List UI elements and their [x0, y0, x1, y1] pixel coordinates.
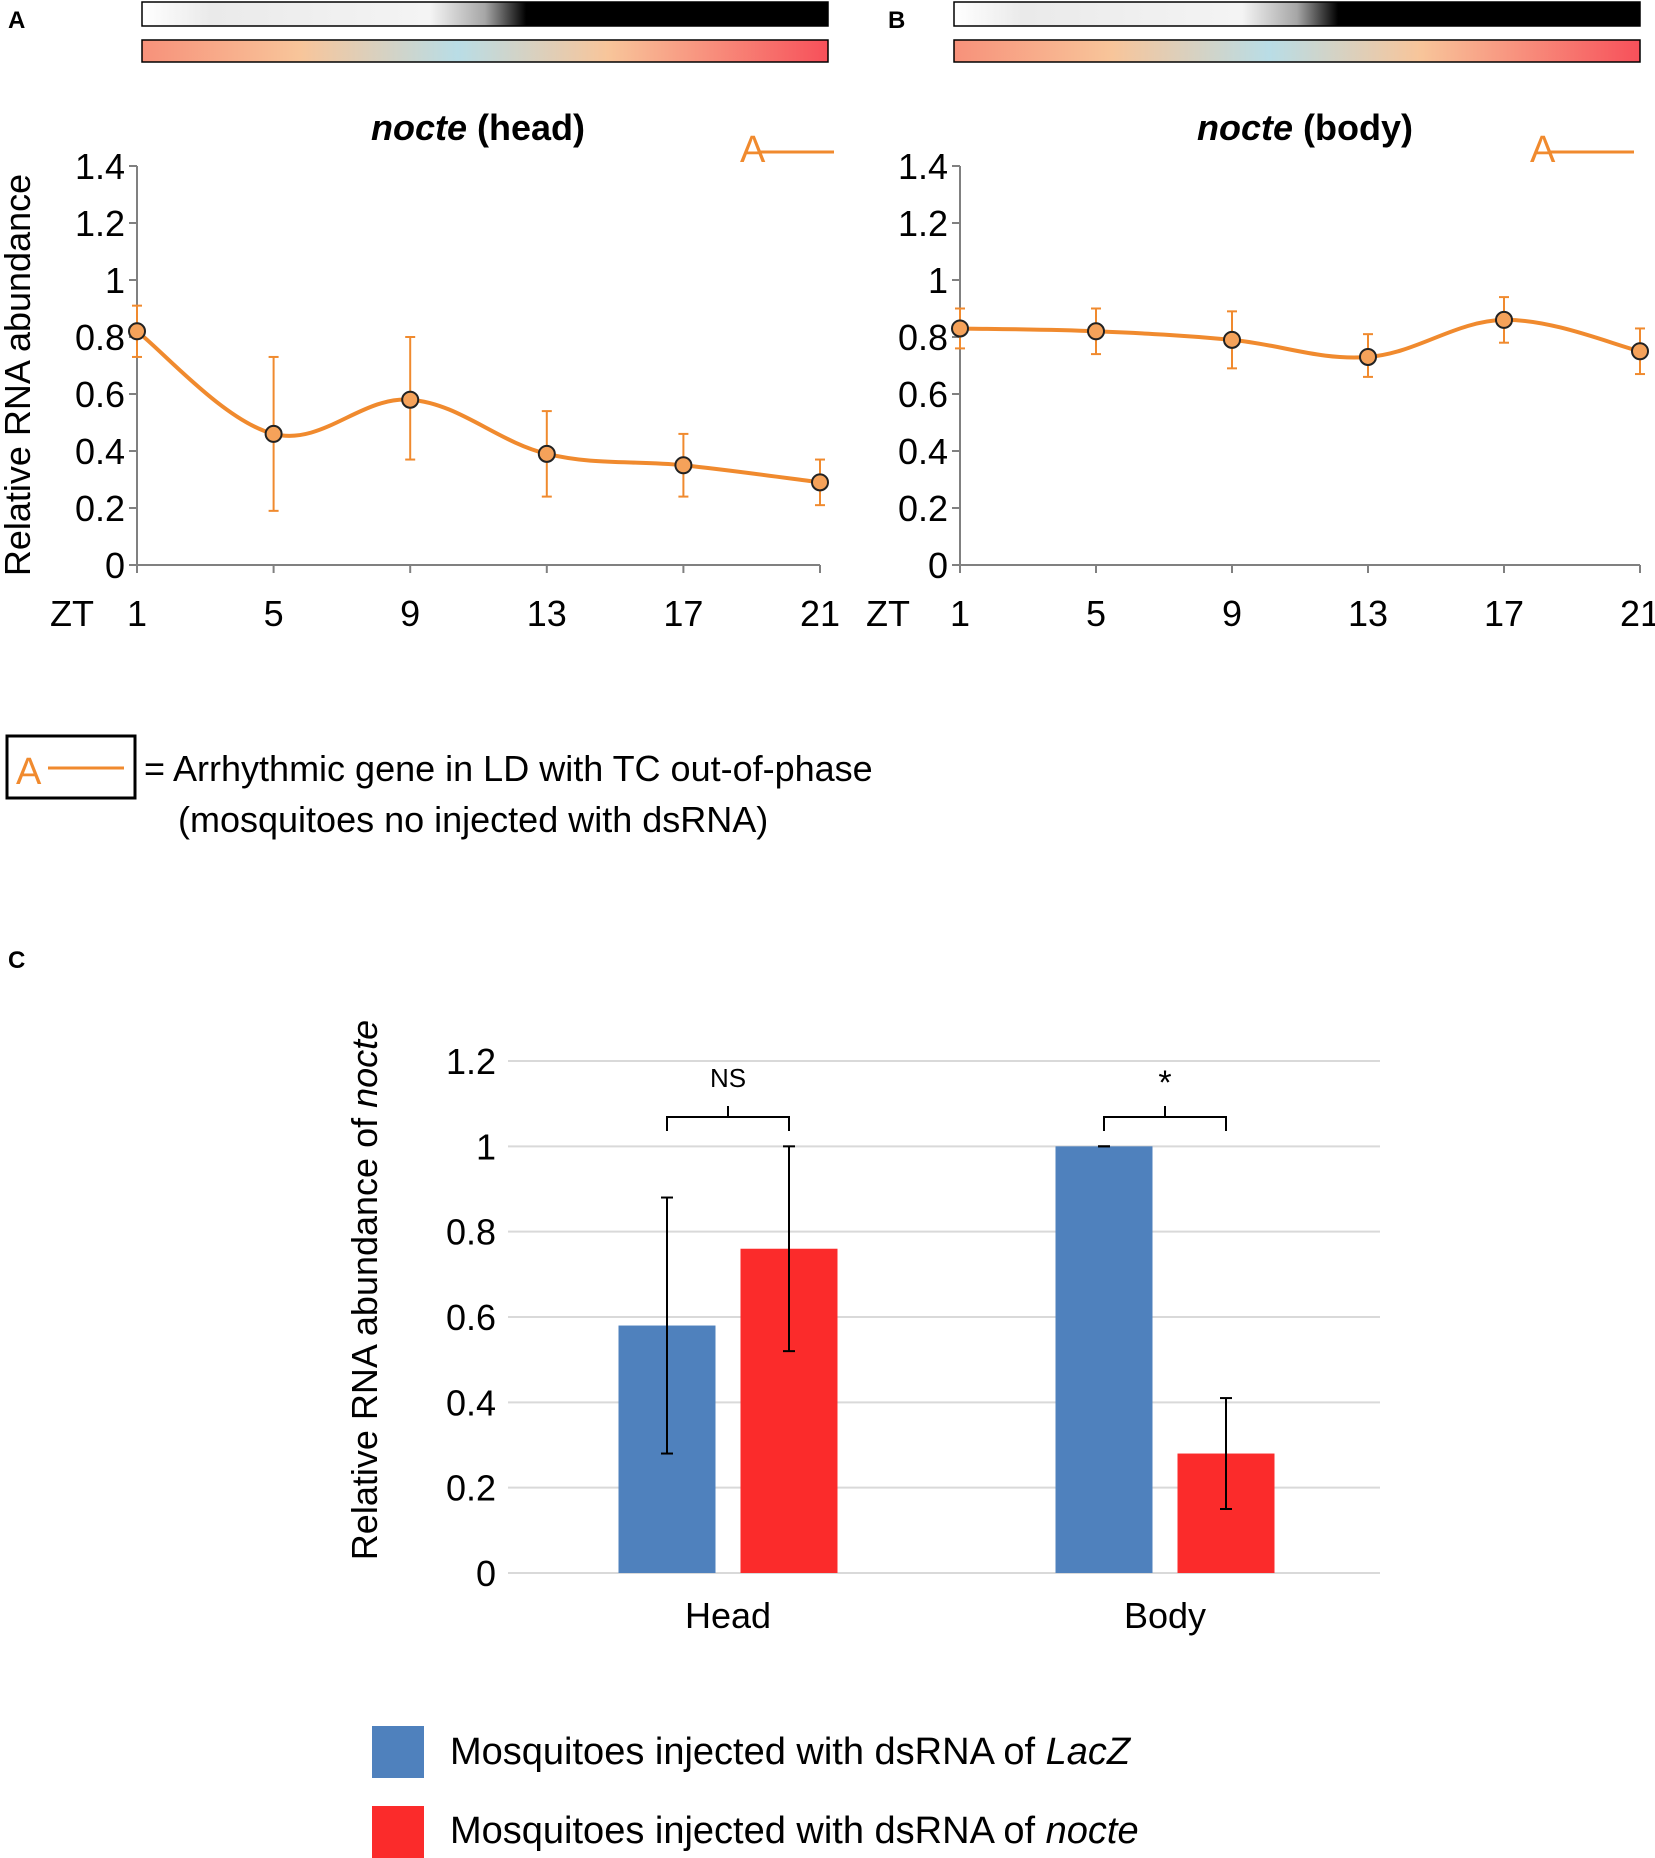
y-tick-label-body: 0.2 [898, 488, 948, 529]
chart-title-head: nocte (head) [371, 107, 585, 148]
x-tick-label-body: 5 [1086, 593, 1106, 634]
series-line-head [135, 329, 821, 485]
x-tick-label-head: 17 [663, 593, 703, 634]
significance-bracket-head [666, 1106, 790, 1131]
legend-knockdown: Mosquitoes injected with dsRNA of LacZ M… [372, 1726, 1139, 1858]
y-tick-label-body: 0 [928, 545, 948, 586]
line-chart-body: nocte (body) A ZT 0 0.2 0.4 0.6 0.8 1 1.2 1.4 1 5… [866, 107, 1655, 634]
y-tick-label-head: 0.6 [75, 374, 125, 415]
light-dark-bar-a [141, 1, 829, 27]
data-point-body [1087, 322, 1105, 341]
data-point-body [1631, 342, 1649, 361]
data-point-head [264, 424, 283, 443]
data-point-body [1223, 330, 1241, 349]
legend-label-nocte: Mosquitoes injected with dsRNA of nocte [450, 1810, 1139, 1852]
y-tick-label-knockdown: 0.2 [446, 1468, 496, 1509]
panel-label-c: C [8, 947, 25, 974]
legend-swatch-lacz [372, 1726, 424, 1778]
line-chart-head: nocte (head) A Relative RNA abundance ZT… [0, 107, 840, 634]
significance-label-head: NS [710, 1063, 746, 1093]
y-tick-label-head: 0.2 [75, 488, 125, 529]
data-point-head [811, 473, 829, 492]
chart-title-body: nocte (body) [1197, 107, 1413, 148]
series-line-body [959, 317, 1641, 360]
x-axis-prefix-body: ZT [866, 593, 910, 634]
y-tick-label-body: 1.2 [898, 203, 948, 244]
y-tick-label-knockdown: 0.6 [446, 1297, 496, 1338]
legend-arrhythmic-box [5, 734, 137, 800]
y-tick-label-body: 1 [928, 260, 948, 301]
panel-label-a: A [8, 7, 25, 34]
y-tick-label-knockdown: 0 [476, 1553, 496, 1594]
y-tick-label-body: 0.8 [898, 317, 948, 358]
x-tick-label-head: 9 [400, 593, 420, 634]
bar-chart-knockdown: Relative RNA abundance of nocte 0 0.2 0.4 0… [344, 1020, 1380, 1636]
y-tick-label-knockdown: 0.8 [446, 1212, 496, 1253]
data-point-body [1359, 347, 1377, 366]
x-tick-label-body: 1 [950, 593, 970, 634]
x-tick-label-knockdown: Head [685, 1595, 771, 1636]
series-marker-label-head: A [740, 129, 766, 171]
data-point-head [537, 444, 556, 463]
significance-label-body: * [1158, 1064, 1171, 1102]
x-tick-label-head: 13 [527, 593, 567, 634]
y-tick-label-body: 0.6 [898, 374, 948, 415]
y-tick-label-body: 1.4 [898, 146, 948, 187]
legend-label-lacz: Mosquitoes injected with dsRNA of LacZ [450, 1731, 1132, 1773]
legend-arrhythmic-text-2: (mosquitoes no injected with dsRNA) [178, 799, 768, 840]
x-tick-label-head: 1 [127, 593, 147, 634]
legend-arrhythmic-symbol: A [16, 751, 42, 793]
x-tick-label-knockdown: Body [1124, 1595, 1206, 1636]
y-tick-label-knockdown: 1.2 [446, 1041, 496, 1082]
light-dark-bar-b [953, 1, 1641, 27]
data-point-body [951, 319, 969, 338]
x-tick-label-body: 9 [1222, 593, 1242, 634]
data-point-head [674, 456, 693, 475]
y-tick-label-head: 1.4 [75, 146, 125, 187]
x-tick-label-body: 13 [1348, 593, 1388, 634]
y-axis-label-head: Relative RNA abundance [0, 174, 38, 576]
significance-bracket-body [1103, 1106, 1227, 1131]
legend-swatch-nocte [372, 1806, 424, 1858]
x-axis-prefix-head: ZT [50, 593, 94, 634]
x-tick-label-head: 5 [264, 593, 284, 634]
temperature-bar-a [141, 39, 829, 63]
series-marker-label-body: A [1530, 129, 1556, 171]
legend-arrhythmic: A = Arrhythmic gene in LD with TC out-of… [5, 734, 873, 840]
y-tick-label-head: 0.8 [75, 317, 125, 358]
y-tick-label-head: 0 [105, 545, 125, 586]
data-point-body [1495, 310, 1513, 329]
data-point-head [401, 390, 420, 409]
x-tick-label-body: 17 [1484, 593, 1524, 634]
y-tick-label-head: 1.2 [75, 203, 125, 244]
data-point-head [128, 322, 146, 341]
temperature-bar-b [953, 39, 1641, 63]
bar-lacz-body [1055, 1146, 1153, 1573]
y-axis-label-knockdown: Relative RNA abundance of nocte [344, 1020, 385, 1560]
y-tick-label-head: 0.4 [75, 431, 125, 472]
y-tick-label-knockdown: 0.4 [446, 1382, 496, 1423]
y-tick-label-head: 1 [105, 260, 125, 301]
x-tick-label-body: 21 [1620, 593, 1655, 634]
y-tick-label-knockdown: 1 [476, 1126, 496, 1167]
panel-label-b: B [888, 7, 905, 34]
y-tick-label-body: 0.4 [898, 431, 948, 472]
x-tick-label-head: 21 [800, 593, 840, 634]
legend-arrhythmic-text-1: = Arrhythmic gene in LD with TC out-of-p… [144, 748, 873, 789]
